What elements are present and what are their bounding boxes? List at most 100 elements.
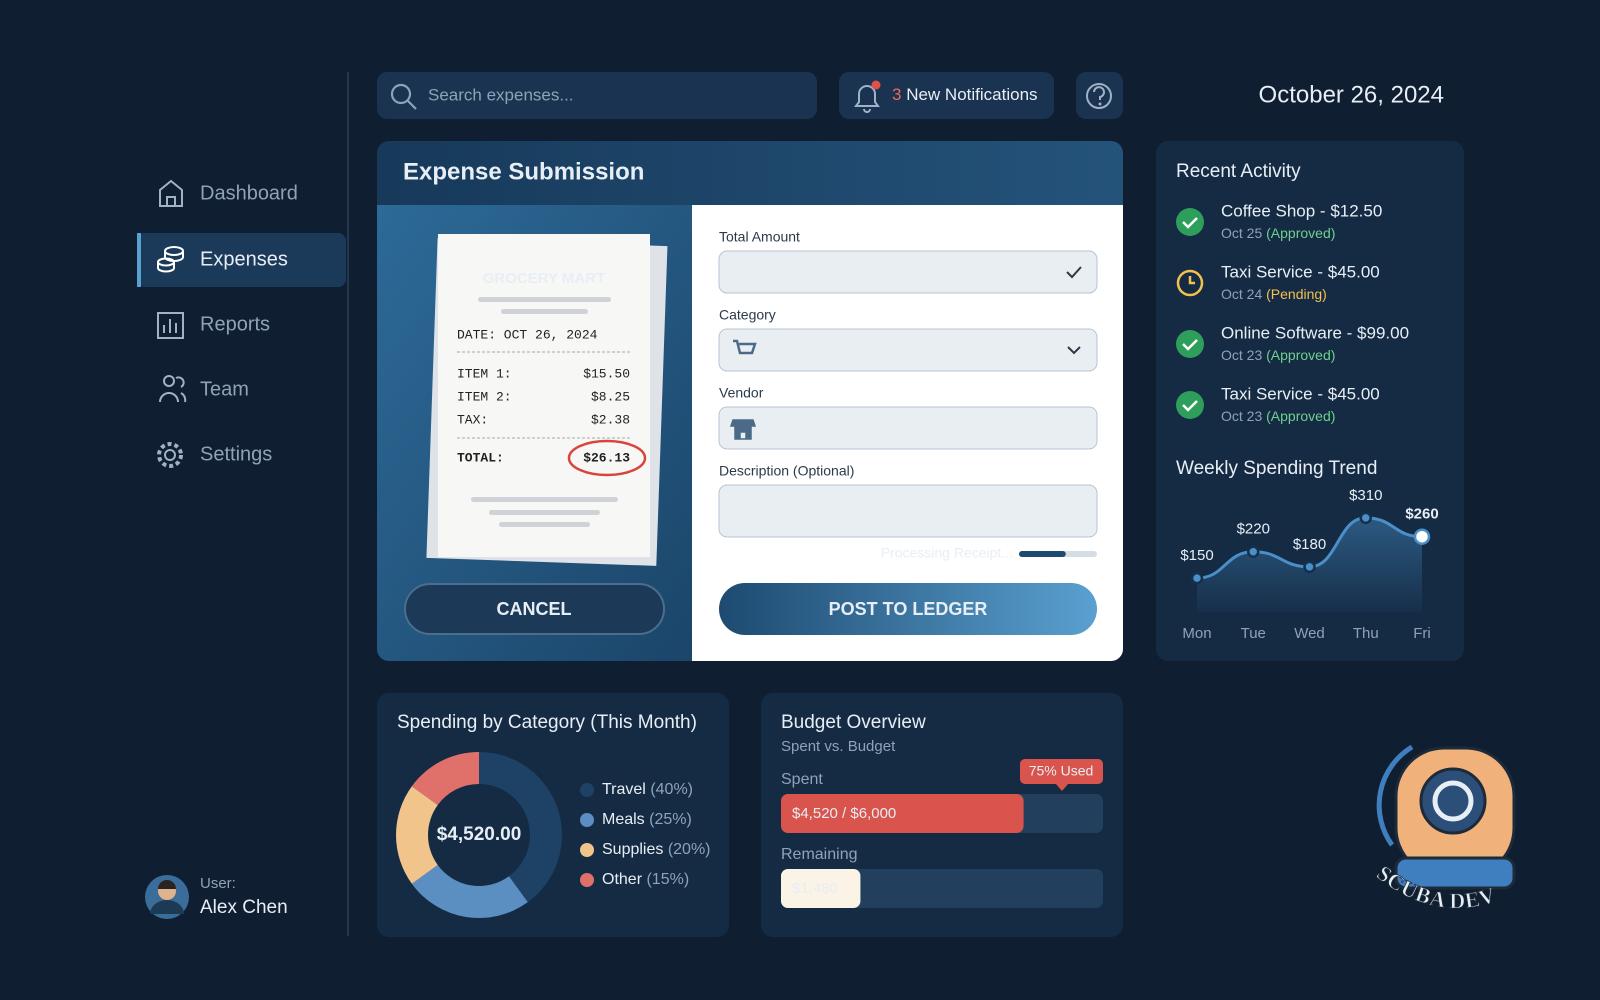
- receipt-line: [499, 522, 590, 527]
- receipt-total: $26.13: [583, 450, 630, 465]
- spent-label: Spent: [781, 771, 823, 788]
- receipt-item-amount: $15.50: [583, 366, 630, 381]
- check-mark: [1182, 339, 1198, 351]
- legend-value: (15%): [646, 871, 689, 888]
- nav-active-bg: [137, 233, 346, 287]
- trend-x-label: Fri: [1413, 625, 1431, 642]
- trend-x-label: Thu: [1353, 625, 1379, 642]
- legend-dot: [580, 843, 594, 857]
- card-title: Expense Submission: [403, 158, 644, 185]
- clock-hands: [1188, 276, 1195, 285]
- coins-icon: [157, 246, 184, 273]
- nav-icons: [157, 179, 187, 468]
- activity-status: (Approved): [1266, 225, 1335, 241]
- nav-active-bar: [137, 233, 141, 287]
- receipt-item-amount: $8.25: [591, 389, 630, 404]
- trend-point: [1359, 511, 1372, 525]
- donut-slice: [411, 864, 528, 918]
- vendor-input[interactable]: [718, 406, 1098, 450]
- trend-value-label: $150: [1180, 547, 1213, 564]
- nav-item[interactable]: Expenses: [200, 248, 288, 270]
- field-label: Description (Optional): [719, 463, 854, 479]
- legend-value: (25%): [649, 811, 692, 828]
- receipt-paper: [438, 234, 650, 557]
- activity-meta: Oct 25 (Approved): [1221, 225, 1335, 241]
- check-mark: [1182, 217, 1198, 229]
- trend-x-label: Tue: [1241, 625, 1266, 642]
- user-label: User:: [200, 875, 236, 892]
- logo-arc: [1376, 744, 1414, 847]
- activity-date: Oct 23: [1221, 347, 1262, 363]
- category-select[interactable]: [718, 328, 1098, 372]
- legend-dot: [580, 873, 594, 887]
- legend-entry: Travel (40%): [602, 781, 693, 798]
- processing-label: Processing Receipt...: [881, 545, 1013, 561]
- category-title: Spending by Category (This Month): [397, 712, 697, 733]
- receipt-item-amount: $2.38: [591, 412, 630, 427]
- used-badge-text: 75% Used: [1029, 763, 1094, 779]
- help-button[interactable]: [1076, 72, 1123, 119]
- legend-entry: Other (15%): [602, 871, 689, 888]
- nav-item[interactable]: Dashboard: [200, 182, 298, 204]
- trend-x-label: Mon: [1182, 625, 1211, 642]
- receipt-line: [471, 497, 618, 502]
- reports-icon: [157, 312, 184, 339]
- chevron-icon: [1067, 346, 1081, 355]
- nav-item[interactable]: Settings: [200, 443, 272, 465]
- trend-area: [1197, 517, 1422, 612]
- activity-title: Taxi Service - $45.00: [1221, 262, 1380, 281]
- activity-title: Taxi Service - $45.00: [1221, 384, 1380, 403]
- trend-point: [1190, 571, 1204, 585]
- search-icon: [390, 83, 417, 110]
- vendor-value: Grocery Mart: [764, 418, 869, 438]
- cart-icon: [733, 339, 757, 355]
- approved-icon: [1176, 330, 1204, 358]
- trend-value-label: $180: [1293, 536, 1326, 553]
- notifications-button[interactable]: [839, 72, 1054, 119]
- search-placeholder: Search expenses...: [428, 85, 574, 104]
- activity-meta: Oct 24 (Pending): [1221, 286, 1327, 302]
- logo-ring: [1432, 780, 1474, 822]
- trend-point: [1303, 560, 1316, 574]
- avatar: [145, 875, 189, 919]
- logo-collar: [1394, 856, 1516, 890]
- activity-status: (Pending): [1266, 286, 1327, 302]
- search-box[interactable]: [377, 72, 817, 119]
- post-label: POST TO LEDGER: [829, 599, 988, 619]
- nav-item[interactable]: Team: [200, 378, 249, 400]
- post-button[interactable]: [719, 583, 1097, 635]
- notifications-text: 3 New Notifications: [892, 85, 1038, 104]
- pending-icon: [1176, 269, 1204, 297]
- remaining-text: $1,480: [792, 880, 838, 897]
- remaining-track: [781, 869, 1103, 908]
- scuba-logo: SCUBA DEV: [1372, 744, 1516, 914]
- legend-value: (40%): [650, 781, 693, 798]
- activity-meta: Oct 23 (Approved): [1221, 408, 1335, 424]
- receipt-line: [489, 510, 600, 515]
- bell-icon: [854, 80, 881, 113]
- activity-title: Recent Activity: [1176, 161, 1301, 182]
- activity-date: Oct 23: [1221, 408, 1262, 424]
- description-input[interactable]: [718, 484, 1098, 538]
- legend-name: Supplies: [602, 841, 663, 858]
- total-amount-input[interactable]: [718, 250, 1098, 294]
- notification-count: 3: [892, 85, 901, 104]
- team-icon: [159, 375, 187, 403]
- receipt: GROCERY MART DATE: OCT 26, 2024 ITEM 1: $…: [426, 234, 668, 566]
- receipt-item-label: TAX:: [457, 412, 488, 427]
- activity-date: Oct 24: [1221, 286, 1262, 302]
- store-icon: [729, 419, 757, 440]
- receipt-item-label: ITEM 1:: [457, 366, 512, 381]
- home-icon: [159, 179, 183, 207]
- expense-card: Expense Submission GROCERY MART DATE: OC…: [377, 141, 1123, 661]
- cancel-button[interactable]: [404, 583, 665, 635]
- used-badge: [1020, 759, 1103, 784]
- nav-item[interactable]: Reports: [200, 313, 270, 335]
- activity-title: Online Software - $99.00: [1221, 323, 1409, 342]
- check-icon: [1066, 266, 1082, 279]
- trend-point: [1247, 545, 1260, 559]
- category-value: Groceries & Supplies: [764, 340, 933, 360]
- legend-dot: [580, 783, 594, 797]
- receipt-date: DATE: OCT 26, 2024: [457, 327, 598, 342]
- trend-value-label: $220: [1237, 521, 1270, 538]
